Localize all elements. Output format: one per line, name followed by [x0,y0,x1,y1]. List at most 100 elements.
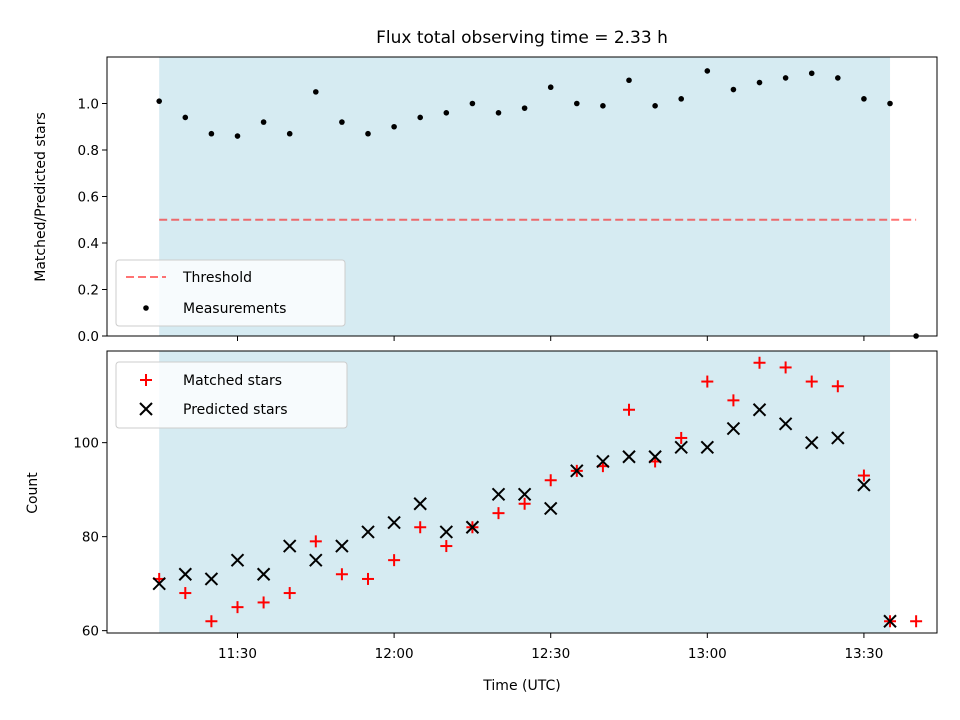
measurement-point [495,110,502,116]
y-tick-label: 0.4 [78,236,99,252]
matched-point [910,615,923,628]
top-axes-frame [106,56,938,337]
predicted-point [152,576,166,591]
matched-point [309,535,322,548]
x-tick-label: 12:30 [531,646,570,662]
x-tick-label: 11:30 [218,646,257,662]
bottom-y-ticks: 60 80 100 [73,436,107,640]
measurement-point [678,96,685,102]
predicted-point [361,525,375,539]
y-tick-label: 0.6 [78,190,99,206]
measurement-point [208,130,215,137]
matched-point [492,507,505,520]
matched-point [362,572,375,585]
measurement-point [704,68,711,74]
predicted-point [335,539,349,553]
x-tick-label: 13:30 [844,646,883,662]
x-tick-label: 12:00 [375,646,414,662]
predicted-point [596,454,610,469]
matched-point [544,474,557,487]
predicted-point [570,464,584,478]
predicted-point [204,572,219,586]
matched-point [414,521,427,534]
predicted-point [674,440,688,455]
measurement-point [730,86,737,93]
predicted-point [413,497,427,511]
predicted-point [857,478,871,492]
measurement-point [391,123,397,130]
figure-title: Flux total observing time = 2.33 h [376,28,668,48]
predicted-point [491,487,506,502]
predicted-point [544,501,558,516]
matched-point [283,587,296,600]
matched-point [205,615,218,628]
legend-matched-swatch [140,374,152,386]
measurement-point [574,100,580,107]
bottom-legend-frame [115,361,348,429]
measurement-point [756,79,763,86]
measurement-point [286,130,293,137]
legend-predicted-swatch [139,402,153,416]
legend-threshold-label: Threshold [182,270,252,286]
matched-point [675,431,688,444]
measurement-point [521,105,528,111]
measurement-point [808,70,815,77]
y-tick-label: 1.0 [78,97,99,113]
measurement-point [234,133,241,139]
measurement-point [339,119,345,125]
measurement-point [887,100,893,107]
y-tick-label: 60 [82,624,99,640]
legend-measurements-label: Measurements [183,301,286,317]
predicted-point [805,435,819,450]
predicted-point [309,553,323,567]
measurement-point [156,98,163,104]
predicted-point [439,525,454,539]
top-legend: Threshold Measurements [115,259,346,327]
legend-matched-label: Matched stars [183,373,282,389]
matched-point [831,380,844,393]
x-tick-label: 13:00 [688,646,727,662]
matched-point [701,375,714,388]
bottom-y-axis-label: Count [25,472,41,514]
count-points [152,356,923,628]
y-tick-label: 100 [73,436,99,452]
measurement-point [313,89,319,95]
matched-point [518,497,531,510]
predicted-point [700,440,715,455]
measurement-point [835,75,841,81]
measurement-point [782,75,789,81]
measurement-point [600,103,606,109]
predicted-point [648,450,662,464]
predicted-point [752,403,767,417]
x-axis-label: Time (UTC) [482,678,560,694]
bottom-x-ticks: 11:30 12:00 12:30 13:00 13:30 [218,633,883,662]
predicted-point [883,614,897,628]
matched-point [179,587,192,600]
y-tick-label: 80 [82,530,99,546]
bottom-legend: Matched stars Predicted stars [115,361,348,429]
matched-point [727,394,740,407]
top-x-ticks [237,336,865,341]
measurement-point [417,114,424,121]
top-y-axis-label: Matched/Predicted stars [33,112,49,282]
matched-point [335,568,348,581]
bottom-axes-frame [106,350,938,634]
predicted-point [282,539,297,553]
predicted-point [778,417,793,431]
matched-point [779,361,792,374]
matched-point [440,540,453,553]
measurement-point [469,100,476,107]
matched-point [388,554,401,567]
matched-point [753,356,766,369]
measurement-point [443,110,450,116]
predicted-point [517,487,532,502]
matched-point [257,596,270,609]
predicted-point [256,567,271,581]
y-tick-label: 0.8 [78,143,99,159]
measurement-points [156,68,919,339]
top-legend-frame [115,259,346,327]
y-tick-label: 0.0 [78,329,99,345]
legend-measurements-swatch [143,305,149,311]
